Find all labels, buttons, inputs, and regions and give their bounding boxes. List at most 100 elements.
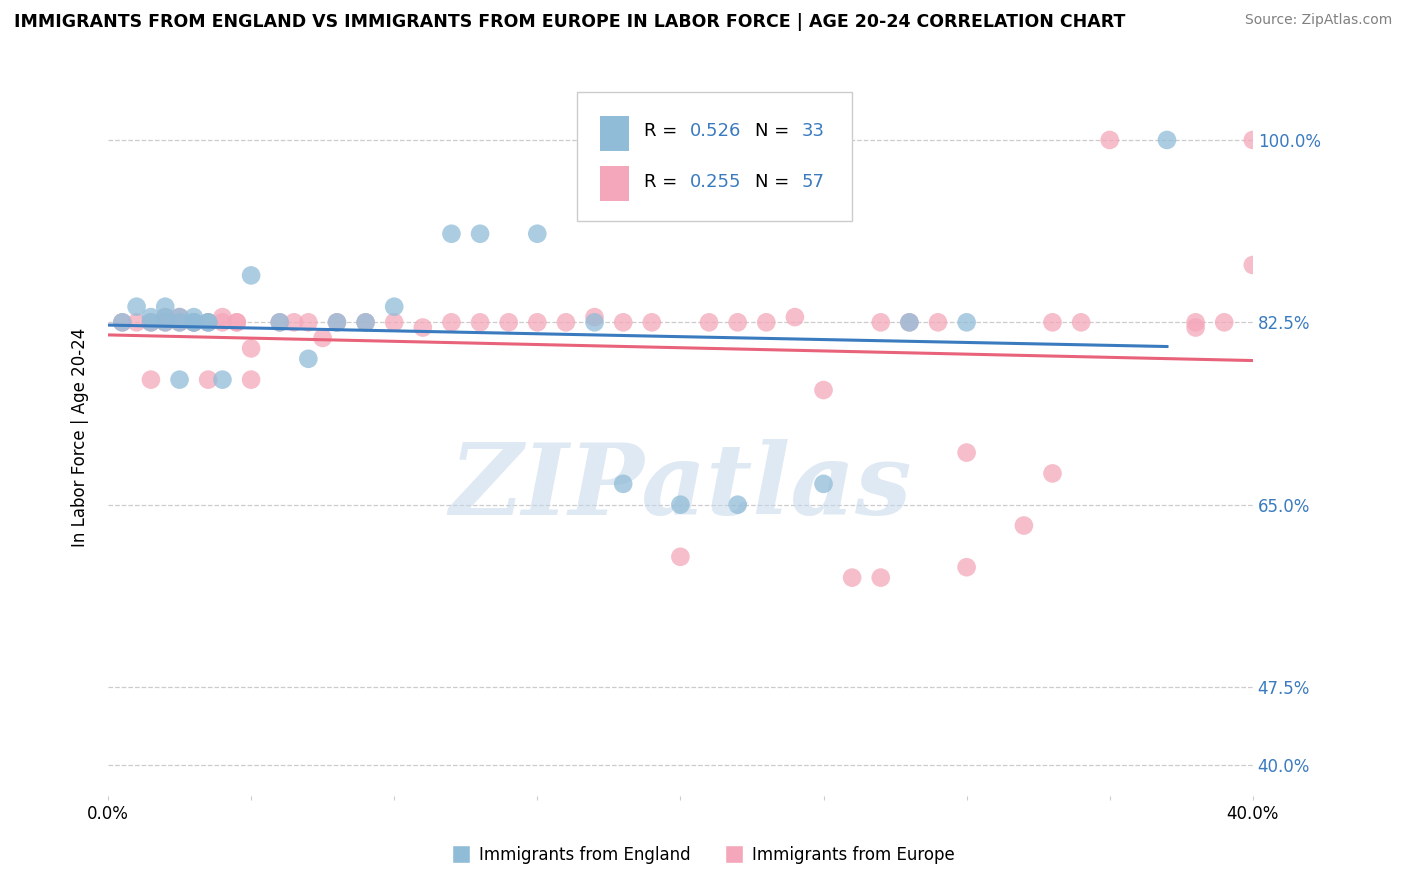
Point (869, 315, 891, 329)
Point (139, 315, 162, 329)
Point (139, 310, 162, 325)
Text: Source: ZipAtlas.com: Source: ZipAtlas.com (1244, 13, 1392, 28)
Point (1184, 320, 1206, 334)
Point (583, 310, 606, 325)
Point (326, 315, 349, 329)
Point (382, 300, 405, 314)
Point (183, 310, 205, 325)
Text: 0.255: 0.255 (689, 173, 741, 191)
Point (311, 331, 333, 345)
Point (169, 310, 191, 325)
Text: 0.526: 0.526 (689, 122, 741, 140)
Y-axis label: In Labor Force | Age 20-24: In Labor Force | Age 20-24 (72, 327, 89, 547)
Point (169, 373, 191, 387)
Point (111, 315, 134, 329)
Text: 57: 57 (801, 173, 825, 191)
Point (183, 315, 205, 329)
FancyBboxPatch shape (600, 166, 628, 202)
Point (1184, 315, 1206, 329)
Point (169, 315, 191, 329)
Point (727, 498, 749, 512)
Point (498, 315, 520, 329)
Point (283, 315, 305, 329)
Text: R =: R = (644, 122, 678, 140)
Point (440, 227, 463, 241)
Point (211, 315, 233, 329)
FancyBboxPatch shape (578, 92, 852, 221)
Text: ZIPatlas: ZIPatlas (450, 439, 911, 535)
Point (125, 300, 148, 314)
Point (813, 383, 835, 397)
Point (440, 315, 463, 329)
Point (197, 315, 219, 329)
Point (1241, 258, 1264, 272)
Point (669, 549, 692, 564)
Point (956, 445, 979, 459)
Point (183, 315, 205, 329)
Point (326, 315, 349, 329)
Point (898, 315, 921, 329)
Point (841, 571, 863, 585)
Point (1156, 133, 1178, 147)
Point (956, 315, 979, 329)
Point (1012, 518, 1035, 533)
Point (169, 315, 191, 329)
Point (869, 571, 891, 585)
Point (354, 315, 377, 329)
Point (583, 315, 606, 329)
Point (526, 315, 548, 329)
Text: 33: 33 (801, 122, 825, 140)
Point (183, 315, 205, 329)
Text: R =: R = (644, 173, 678, 191)
Point (240, 342, 263, 356)
Point (225, 315, 247, 329)
Point (111, 315, 134, 329)
Point (197, 373, 219, 387)
Point (1070, 315, 1092, 329)
Point (526, 227, 548, 241)
Point (211, 310, 233, 325)
Point (240, 268, 263, 283)
Point (169, 310, 191, 325)
Point (697, 315, 720, 329)
Point (1042, 315, 1064, 329)
Point (669, 498, 692, 512)
Point (1213, 315, 1236, 329)
Point (269, 315, 291, 329)
Point (468, 227, 491, 241)
Point (956, 560, 979, 574)
Point (155, 310, 177, 325)
Point (225, 315, 247, 329)
Point (1098, 133, 1121, 147)
Point (612, 315, 634, 329)
Point (197, 315, 219, 329)
Point (555, 315, 578, 329)
Point (412, 320, 434, 334)
Point (927, 315, 949, 329)
Point (382, 315, 405, 329)
Point (155, 315, 177, 329)
Point (612, 476, 634, 491)
Point (783, 310, 806, 325)
Point (139, 373, 162, 387)
Point (139, 315, 162, 329)
FancyBboxPatch shape (600, 116, 628, 151)
Point (125, 315, 148, 329)
Point (269, 315, 291, 329)
Point (155, 310, 177, 325)
Point (641, 315, 664, 329)
Point (155, 300, 177, 314)
Point (297, 351, 319, 366)
Point (211, 373, 233, 387)
Point (297, 315, 319, 329)
Point (197, 315, 219, 329)
Point (354, 315, 377, 329)
Text: N =: N = (755, 173, 789, 191)
Point (1241, 133, 1264, 147)
Point (898, 315, 921, 329)
Point (813, 476, 835, 491)
Text: N =: N = (755, 122, 789, 140)
Point (755, 315, 778, 329)
Point (155, 315, 177, 329)
Text: IMMIGRANTS FROM ENGLAND VS IMMIGRANTS FROM EUROPE IN LABOR FORCE | AGE 20-24 COR: IMMIGRANTS FROM ENGLAND VS IMMIGRANTS FR… (14, 13, 1125, 31)
